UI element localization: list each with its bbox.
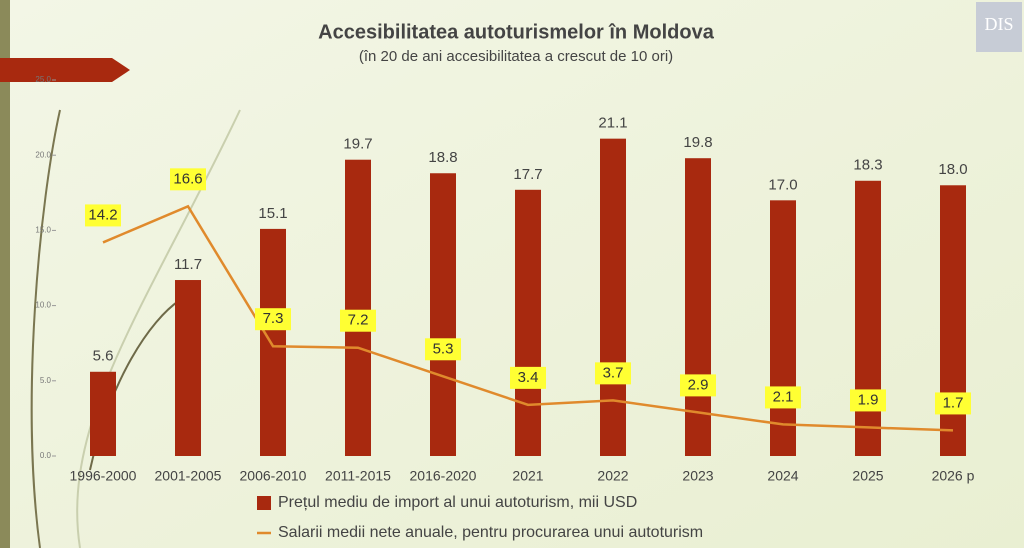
- label-box: [595, 362, 631, 385]
- line: [102, 204, 954, 432]
- bar: [770, 200, 796, 456]
- bar-value-label: 17.7: [513, 166, 542, 183]
- bar: [940, 185, 966, 456]
- label-box: [850, 389, 886, 412]
- label-box: [510, 366, 546, 389]
- line-value-label: 16.6: [173, 170, 202, 187]
- bar-value-label: 11.7: [174, 256, 202, 273]
- label-box: [935, 392, 971, 415]
- x-tick-label: 1996-2000: [70, 468, 137, 484]
- x-tick-label: 2001-2005: [155, 468, 222, 484]
- bar-value-label: 21.1: [598, 115, 627, 132]
- y-tick-label: 5.0: [40, 376, 52, 385]
- bar: [175, 280, 201, 456]
- y-tick-label: 20.0: [35, 150, 51, 159]
- bar-value-label: 17.0: [768, 176, 797, 193]
- x-tick-label: 2023: [682, 468, 713, 484]
- bar-value-label: 15.1: [258, 205, 287, 222]
- bar-value-label: 19.7: [343, 136, 372, 153]
- label-box: [255, 308, 291, 331]
- bar: [430, 173, 456, 457]
- bar: [855, 180, 881, 456]
- line-value-label: 1.7: [943, 394, 964, 411]
- label-box: [170, 168, 206, 191]
- label-box: [680, 374, 716, 397]
- x-tick-label: 2025: [852, 468, 883, 484]
- bar-value-label: 18.8: [428, 149, 457, 166]
- legend-label: Prețul mediu de import al unui autoturis…: [278, 494, 637, 511]
- bar-value-label: 19.8: [683, 134, 712, 151]
- bar-value-label: 5.6: [93, 348, 114, 365]
- bar: [90, 371, 116, 456]
- x-tick-label: 2026 p: [932, 468, 975, 484]
- line-value-label: 1.9: [858, 391, 879, 408]
- bar: [260, 228, 286, 456]
- line-value-label: 2.9: [688, 376, 709, 393]
- bar-value-label: 18.0: [938, 161, 967, 178]
- x-tick-label: 2011-2015: [325, 468, 391, 484]
- line-value-label: 2.1: [773, 388, 794, 405]
- line-value-label: 7.3: [263, 310, 284, 327]
- x-tick-label: 2006-2010: [240, 468, 307, 484]
- line-value-label: 5.3: [433, 340, 454, 357]
- y-tick-label: 15.0: [35, 226, 51, 235]
- bar: [345, 159, 371, 456]
- side-stripe: [0, 0, 10, 548]
- line-value-label: 3.7: [603, 364, 624, 381]
- y-tick-label: 25.0: [35, 75, 51, 84]
- bar-value-label: 18.3: [853, 157, 882, 174]
- bar: [600, 138, 626, 456]
- x-tick-label: 2022: [597, 468, 628, 484]
- bar: [685, 158, 711, 456]
- legend-swatch: [257, 496, 271, 510]
- chart-title: Accesibilitatea autoturismelor în Moldov…: [318, 21, 715, 43]
- decor-curve: [30, 109, 61, 548]
- line-value-label: 7.2: [348, 312, 369, 329]
- legend-label: Salarii medii nete anuale, pentru procur…: [278, 524, 703, 541]
- label-box: [765, 386, 801, 409]
- logo: DIS: [984, 14, 1013, 34]
- x-tick-label: 2024: [767, 468, 798, 484]
- x-tick-label: 2016-2020: [410, 468, 477, 484]
- chart-subtitle: (în 20 de ani accesibilitatea a crescut …: [359, 48, 673, 65]
- x-tick-label: 2021: [512, 468, 543, 484]
- label-box: [340, 309, 376, 332]
- logo-box: [976, 2, 1022, 52]
- bar: [515, 189, 541, 457]
- line-value-label: 14.2: [88, 206, 117, 223]
- decor-arrow: [0, 58, 130, 82]
- label-box: [85, 204, 121, 227]
- label-box: [425, 338, 461, 361]
- y-tick-label: 10.0: [35, 301, 51, 310]
- line-value-label: 3.4: [518, 369, 539, 386]
- y-tick-label: 0.0: [40, 451, 52, 460]
